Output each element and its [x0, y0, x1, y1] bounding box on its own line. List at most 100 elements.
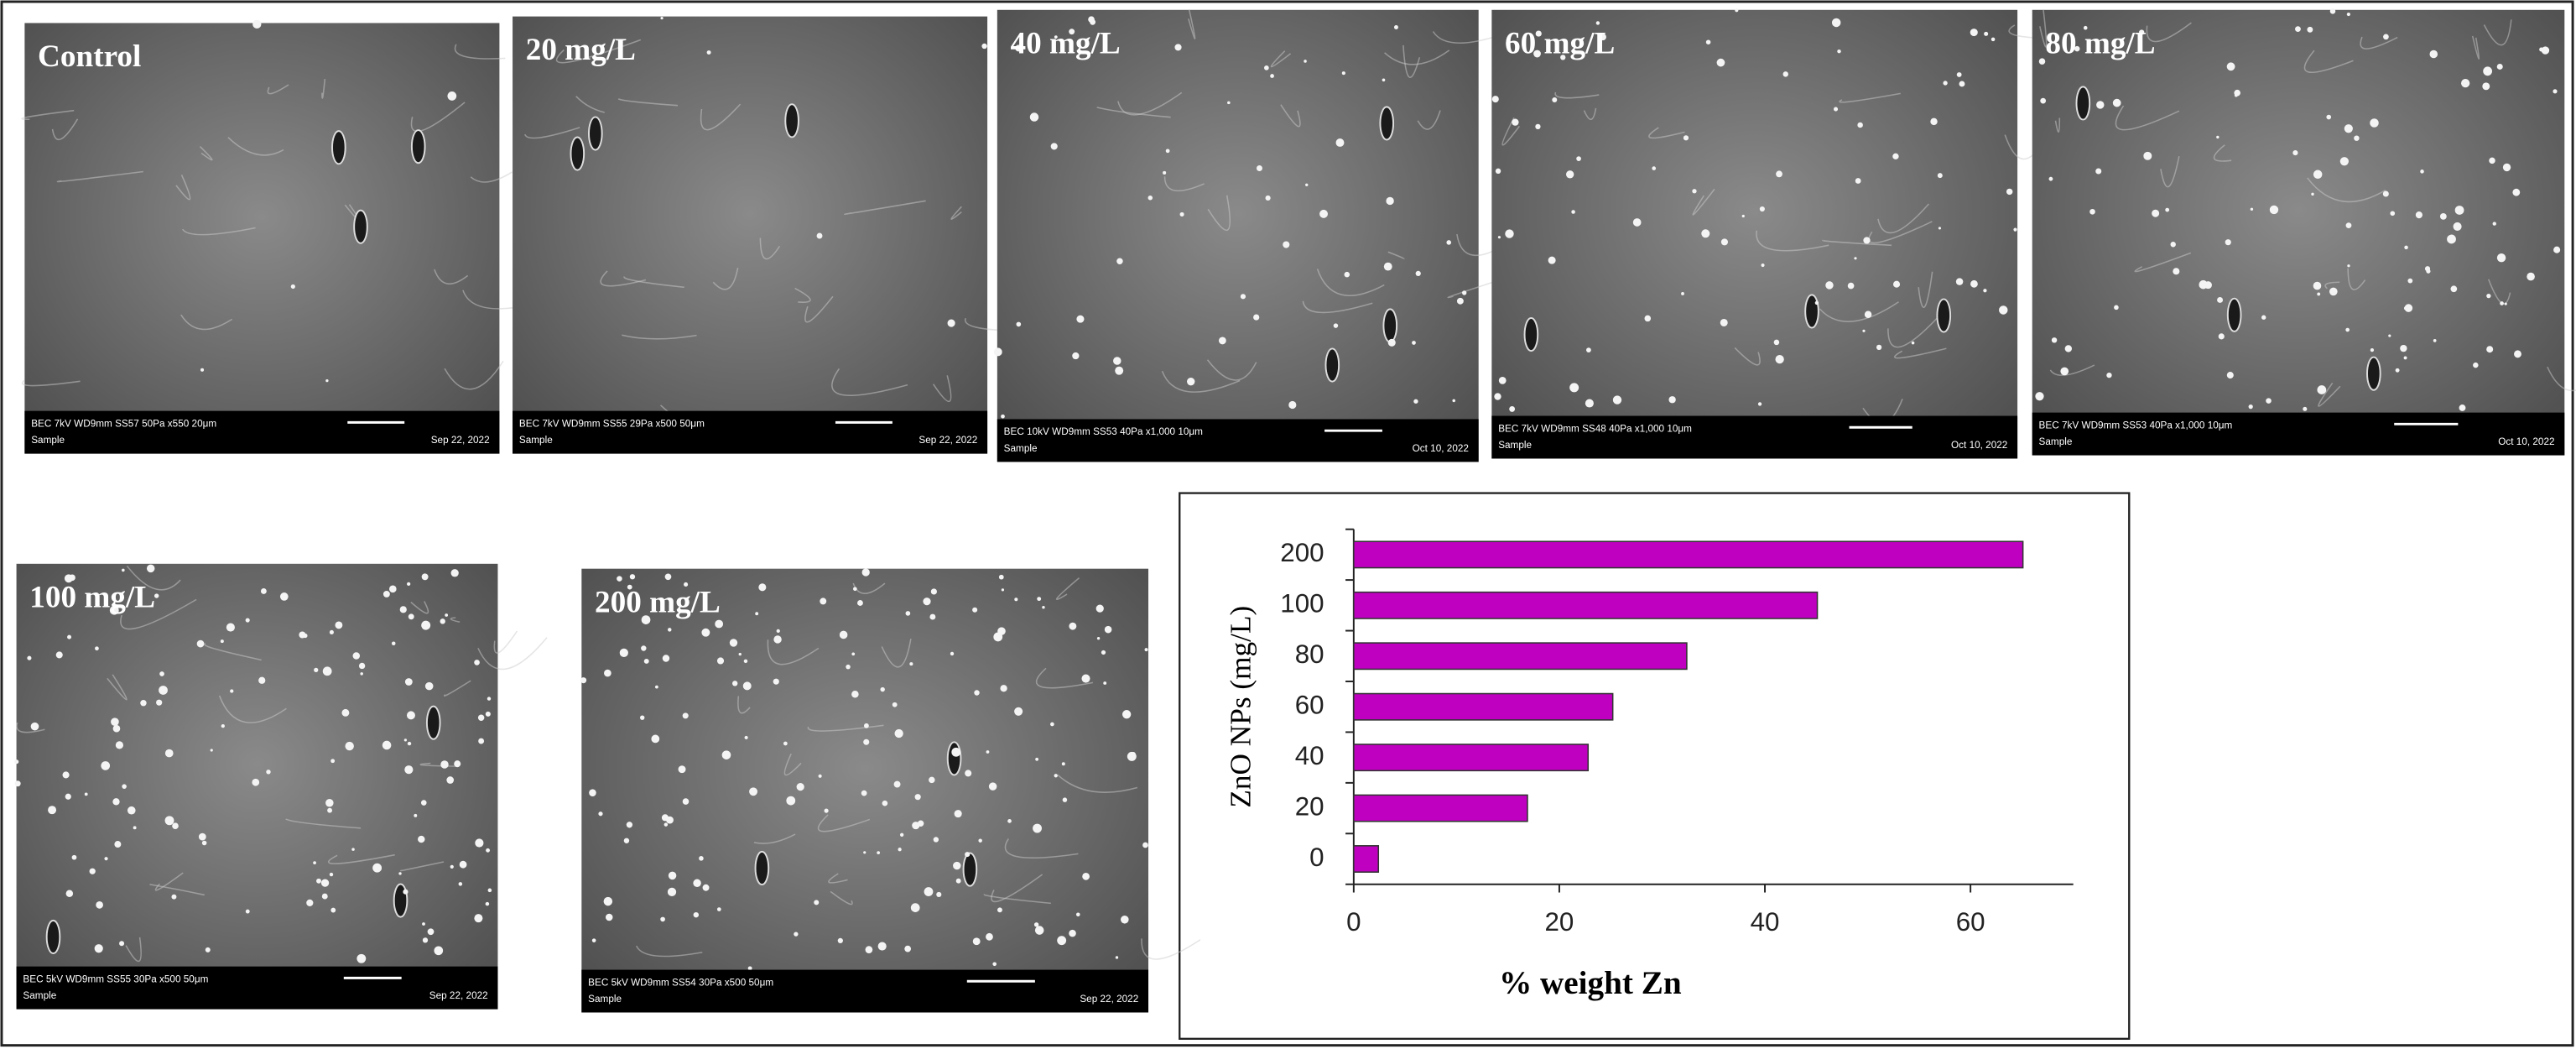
particle — [450, 569, 459, 577]
particle — [2424, 266, 2431, 272]
particle — [1681, 292, 1684, 295]
particle — [2527, 272, 2535, 281]
stoma — [331, 130, 346, 165]
x-tick-label: 20 — [1545, 907, 1574, 937]
particle — [2074, 45, 2080, 52]
particle — [1495, 168, 1501, 175]
particle — [2064, 345, 2073, 352]
particle — [2106, 372, 2112, 378]
stoma — [946, 741, 962, 776]
particle — [2512, 188, 2521, 196]
texture-line — [817, 814, 871, 832]
particle — [1782, 71, 1788, 77]
particle — [1386, 196, 1394, 206]
particle — [2473, 362, 2479, 368]
texture-line — [21, 379, 81, 387]
chart-frame — [1179, 492, 2131, 1041]
texture-line — [1839, 92, 1901, 103]
particle — [863, 851, 866, 854]
particle — [2170, 242, 2176, 248]
texture-line — [227, 137, 284, 156]
texture-line — [21, 109, 75, 120]
particle — [458, 882, 463, 886]
particle — [474, 914, 483, 923]
particle — [1069, 29, 1075, 35]
particle — [2450, 285, 2458, 293]
info-bar — [2032, 412, 2565, 456]
texture-line — [1316, 269, 1385, 296]
particle — [1144, 648, 1148, 652]
particle — [1999, 305, 2008, 315]
particle — [892, 702, 898, 707]
particle — [837, 937, 843, 944]
particle — [702, 884, 710, 891]
texture-line — [1432, 31, 1496, 44]
particle — [1050, 722, 1054, 727]
particle — [1270, 74, 1274, 78]
particle — [2051, 337, 2058, 343]
particle — [2317, 385, 2327, 394]
sem-info: BEC 7kV WD9mm SS48 40Pa x1,000 10μm — [1498, 423, 1692, 434]
texture-line — [1501, 117, 1521, 146]
particle — [62, 771, 70, 779]
texture-line — [622, 334, 697, 340]
particle — [200, 368, 205, 372]
particle — [1015, 44, 1023, 52]
particle — [2553, 89, 2558, 94]
particle — [2269, 205, 2279, 215]
particle — [589, 789, 596, 796]
texture-line — [2134, 252, 2192, 273]
sem-sample: Sample — [588, 994, 622, 1005]
info-bar — [997, 419, 1479, 462]
y-tick-label: 20 — [1295, 791, 1324, 821]
particle — [623, 838, 630, 843]
particle — [65, 793, 71, 800]
particle — [2225, 239, 2231, 246]
stoma — [570, 136, 585, 171]
sem-sample: Sample — [2039, 436, 2073, 447]
particle — [933, 837, 939, 843]
texture-line — [477, 637, 548, 671]
texture-line — [852, 582, 886, 594]
particle — [474, 660, 480, 665]
particle — [997, 907, 1002, 913]
particle — [450, 864, 454, 869]
particle — [89, 868, 96, 874]
particle — [678, 765, 686, 774]
particle — [1116, 258, 1123, 264]
particle — [2329, 8, 2336, 14]
texture-line — [1270, 50, 1292, 68]
particle — [1187, 377, 1195, 386]
particle — [112, 798, 120, 806]
particle — [164, 816, 174, 826]
particle — [2500, 301, 2504, 305]
stoma — [1936, 298, 1952, 333]
x-tick-label: 40 — [1751, 907, 1780, 937]
particle — [877, 942, 887, 951]
particle — [2400, 344, 2407, 352]
particle — [2326, 114, 2332, 120]
particle — [2339, 157, 2349, 166]
particle — [981, 43, 987, 50]
particle — [1720, 318, 1728, 326]
particle — [2459, 404, 2466, 411]
texture-line — [1302, 300, 1373, 314]
particle — [320, 879, 330, 887]
particle — [2165, 207, 2170, 212]
particle — [159, 686, 168, 695]
particle — [2496, 253, 2506, 263]
particle — [814, 900, 820, 905]
particle — [329, 629, 334, 635]
particle — [898, 848, 902, 852]
texture-line — [1402, 44, 1421, 78]
particle — [641, 645, 647, 651]
bar — [1353, 692, 1614, 721]
particle — [627, 584, 632, 590]
particle — [629, 574, 636, 580]
texture-line — [218, 695, 287, 723]
particle — [1512, 118, 1519, 126]
particle — [1930, 117, 1938, 126]
particle — [477, 714, 485, 721]
particle — [1983, 289, 1987, 293]
particle — [1014, 598, 1018, 602]
